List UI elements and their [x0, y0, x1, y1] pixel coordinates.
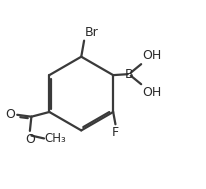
Text: O: O	[5, 108, 15, 121]
Text: F: F	[112, 126, 119, 139]
Text: B: B	[125, 68, 133, 81]
Text: OH: OH	[143, 86, 162, 99]
Text: CH₃: CH₃	[45, 132, 66, 145]
Text: Br: Br	[85, 26, 99, 39]
Text: OH: OH	[143, 49, 162, 62]
Text: O: O	[25, 133, 35, 146]
